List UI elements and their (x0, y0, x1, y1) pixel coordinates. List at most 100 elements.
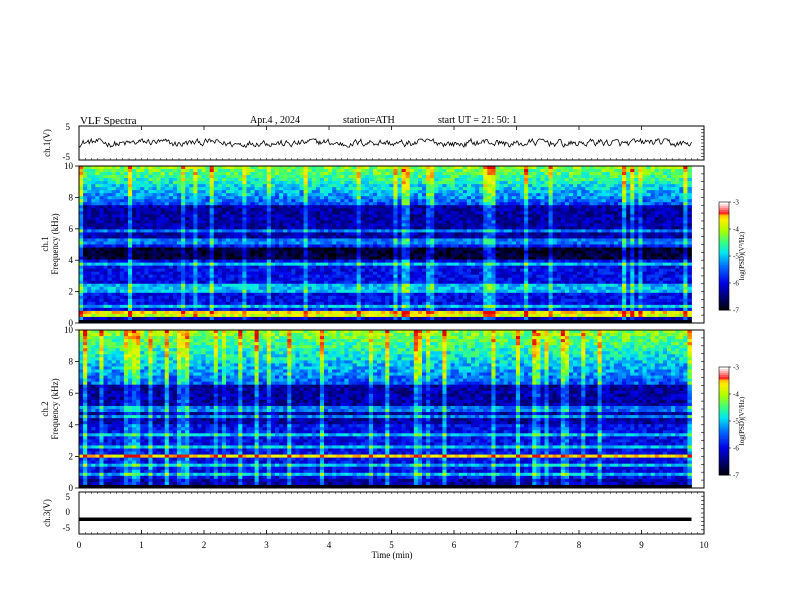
spectrogram-cell (87, 187, 92, 191)
spectrogram-cell (303, 205, 309, 209)
spectrogram-cell (634, 202, 639, 206)
spectrogram-cell (434, 232, 439, 236)
spectrogram-cell (279, 190, 284, 194)
spectrogram-cell (609, 190, 615, 194)
spectrogram-cell (279, 241, 284, 245)
spectrogram-cell (389, 181, 394, 185)
spectrogram-cell (95, 247, 100, 251)
spectrogram-cell (438, 244, 443, 248)
spectrogram-cell (283, 169, 288, 173)
spectrogram-cell (95, 184, 100, 188)
spectrogram-cell (360, 181, 366, 185)
spectrogram-cell (136, 256, 141, 260)
spectrogram-cell (344, 187, 349, 191)
spectrogram-cell (144, 256, 149, 260)
spectrogram-cell (426, 235, 431, 239)
spectrogram-cell (221, 250, 227, 254)
spectrogram-cell (409, 202, 415, 206)
spectrogram-cell (156, 229, 162, 233)
spectrogram-cell (83, 238, 88, 242)
spectrogram-cell (385, 217, 390, 221)
spectrogram-cell (593, 250, 598, 254)
spectrogram-cell (638, 220, 643, 224)
spectrogram-cell (242, 226, 247, 230)
spectrogram-cell (548, 172, 554, 176)
spectrogram-cell (360, 262, 366, 267)
spectrogram-cell (217, 244, 223, 248)
spectrogram-cell (283, 256, 288, 260)
spectrogram-cell (609, 184, 615, 188)
spectrogram-cell (454, 241, 460, 245)
spectrogram-cell (360, 241, 366, 245)
spectrogram-cell (246, 220, 251, 224)
spectrogram-cell (79, 235, 84, 239)
spectrogram-cell (177, 202, 182, 206)
spectrogram-cell (201, 241, 206, 245)
spectrogram-cell (593, 196, 598, 200)
spectrogram-cell (679, 247, 684, 251)
spectrogram-cell (234, 175, 239, 179)
spectrogram-cell (413, 190, 419, 194)
spectrogram-cell (172, 250, 178, 254)
spectrogram-cell (409, 247, 415, 251)
spectrogram-cell (385, 178, 390, 182)
spectrogram-cell (687, 244, 692, 248)
spectrogram-cell (381, 196, 386, 200)
spectrogram-cell (270, 241, 276, 245)
spectrogram-cell (560, 208, 566, 212)
spectrogram-cell (446, 214, 451, 218)
spectrogram-cell (466, 175, 472, 179)
spectrogram-cell (601, 241, 607, 245)
spectrogram-cell (458, 235, 464, 239)
spectrogram-cell (136, 250, 141, 254)
spectrogram-cell (658, 223, 664, 227)
spectrogram-cell (507, 214, 513, 218)
spectrogram-cell (434, 226, 439, 230)
spectrogram-cell (393, 226, 398, 230)
spectrogram-cell (622, 235, 627, 239)
spectrogram-cell (79, 229, 84, 233)
spectrogram-cell (442, 205, 447, 209)
spectrogram-cell (95, 256, 100, 260)
spectrogram-cell (667, 181, 672, 185)
spectrogram-cell (266, 208, 272, 212)
spectrogram-cell (613, 187, 619, 191)
spectrogram-cell (426, 250, 431, 254)
spectrogram-cell (393, 202, 398, 206)
spectrogram-cell (197, 208, 202, 212)
spectrogram-cell (172, 181, 178, 185)
spectrogram-cell (344, 205, 349, 209)
spectrogram-cell (438, 184, 443, 188)
spectrogram-cell (417, 181, 423, 185)
spectrogram-cell (328, 238, 333, 242)
spectrogram-cell (405, 232, 411, 236)
spectrogram-cell (622, 211, 627, 215)
spectrogram-cell (360, 208, 366, 212)
spectrogram-cell (385, 235, 390, 239)
spectrogram-cell (299, 229, 304, 233)
spectrogram-cell (544, 256, 549, 260)
spectrogram-cell (336, 172, 341, 176)
spectrogram-cell (487, 247, 492, 251)
spectrogram-cell (217, 220, 223, 224)
spectrogram-cell (458, 220, 464, 224)
spectrogram-cell (287, 223, 292, 227)
spectrogram-cell (287, 178, 292, 182)
spectrogram-cell (99, 253, 104, 257)
spectrogram-cell (589, 166, 594, 170)
spectrogram-cell (487, 226, 492, 230)
spectrogram-cell (299, 214, 304, 218)
spectrogram-cell (593, 178, 598, 182)
spectrogram-cell (544, 235, 549, 239)
spectrogram-cell (340, 241, 345, 245)
spectrogram-cell (667, 208, 672, 212)
spectrogram-cell (585, 250, 590, 254)
spectrogram-cell (638, 235, 643, 239)
spectrogram-cell (140, 256, 145, 260)
spectrogram-cell (417, 226, 423, 230)
spectrogram-cell (115, 205, 121, 209)
spectrogram-cell (181, 250, 186, 254)
spectrogram-cell (132, 181, 137, 185)
spectrogram-cell (324, 259, 329, 264)
spectrogram-cell (177, 253, 182, 257)
